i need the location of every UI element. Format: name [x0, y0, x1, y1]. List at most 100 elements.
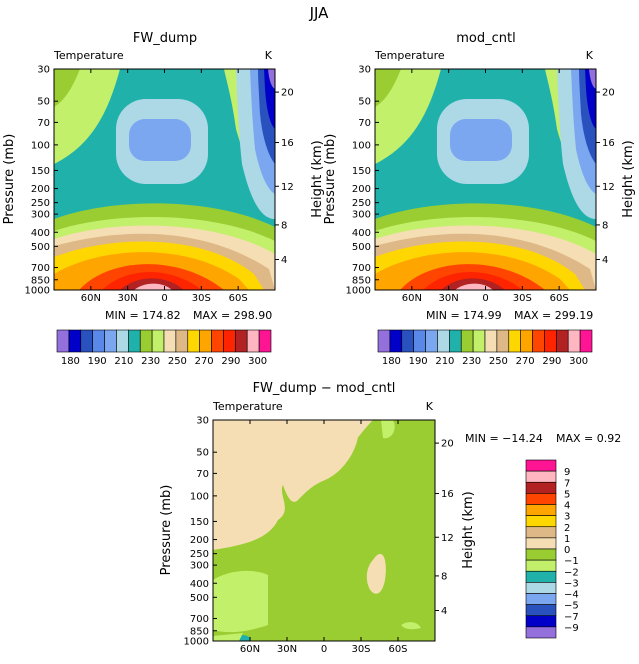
- colorbar-label: −3: [564, 578, 579, 589]
- colorbar-label: 290: [221, 356, 240, 367]
- y-tick-label: 70: [196, 469, 209, 480]
- colorbar-swatch: [525, 626, 557, 639]
- y-tick-label: 150: [190, 517, 209, 528]
- colorbar-swatch: [449, 329, 462, 353]
- colorbar-swatch: [544, 329, 557, 353]
- colorbar-swatch: [525, 570, 557, 583]
- colorbar-swatch: [525, 582, 557, 594]
- colorbar-swatch: [92, 329, 105, 353]
- y-tick-label: 200: [31, 184, 50, 195]
- colorbar-label: 230: [141, 356, 160, 367]
- colorbar-swatch: [496, 329, 510, 353]
- colorbar-swatch: [389, 329, 403, 353]
- y-tick-label: 100: [352, 140, 371, 151]
- y-tick-label: 150: [352, 166, 371, 177]
- x-tick-label: 60S: [229, 293, 248, 304]
- panel-mod-cntl: mod_cntl Temperature K 60N 30N 0 30S 60S 30 50…: [323, 31, 636, 367]
- height-tick-label: 16: [441, 489, 454, 500]
- y-tick-label: 70: [358, 118, 371, 129]
- colorbar-swatch: [56, 329, 70, 353]
- x-tick-label: 60N: [81, 293, 101, 304]
- colorbar-label: 4: [564, 501, 570, 512]
- colorbar-swatch: [525, 504, 557, 516]
- panel-difference: FW_dump − mod_cntl Temperature K 60N 30N 0…: [159, 381, 621, 655]
- colorbar-swatch: [68, 329, 82, 353]
- height-tick-label: 16: [281, 138, 294, 149]
- colorbar-label: −7: [564, 612, 579, 623]
- colorbar-swatch: [579, 329, 593, 353]
- y-tick-label: 250: [190, 549, 209, 560]
- y-tick-label: 50: [358, 97, 371, 108]
- colorbar-swatch: [525, 493, 557, 505]
- height-tick-label: 12: [281, 182, 294, 193]
- figure-title: JJA: [309, 4, 330, 22]
- y-tick-label: 500: [352, 242, 371, 253]
- y-tick-label: 850: [352, 275, 371, 286]
- colorbar-label: 3: [564, 512, 570, 523]
- y-tick-label: 300: [190, 561, 209, 572]
- colorbar-label: 250: [489, 356, 508, 367]
- colorbar-swatch: [525, 615, 557, 628]
- variable-label: Temperature: [374, 49, 445, 62]
- colorbar-swatch: [116, 329, 129, 353]
- y-tick-label: 500: [31, 242, 50, 253]
- height-tick-label: 12: [441, 533, 454, 544]
- y-tick-label: 1000: [25, 286, 50, 297]
- colorbar-swatch: [508, 329, 521, 353]
- colorbar-label: 210: [114, 356, 133, 367]
- colorbar-label: −2: [564, 567, 579, 578]
- colorbar-swatch: [377, 329, 391, 353]
- colorbar-swatch: [532, 329, 545, 353]
- colorbar-swatch: [525, 559, 557, 572]
- variable-label: Temperature: [53, 49, 124, 62]
- colorbar-swatch: [556, 329, 569, 353]
- x-tick-label: 30S: [351, 644, 370, 655]
- y-axis-label: Pressure (mb): [2, 134, 17, 225]
- colorbar-swatch: [425, 329, 438, 353]
- height-tick-label: 20: [281, 88, 294, 99]
- y-tick-label: 300: [31, 210, 50, 221]
- colorbar-label: 5: [564, 489, 570, 500]
- units-label: K: [265, 49, 273, 62]
- colorbar-swatch: [525, 548, 557, 561]
- colorbar-label: 190: [88, 356, 107, 367]
- colorbar-swatch: [525, 515, 557, 528]
- colorbar-swatch: [104, 329, 117, 353]
- colorbar-label: 210: [435, 356, 454, 367]
- y-tick-label: 100: [190, 491, 209, 502]
- variable-label: Temperature: [212, 400, 283, 413]
- max-label: MAX = 298.90: [193, 309, 272, 322]
- colorbar-swatch: [175, 329, 189, 353]
- colorbar-swatch: [401, 329, 414, 353]
- y-tick-label: 850: [190, 626, 209, 637]
- colorbar-label: −1: [564, 556, 579, 567]
- colorbar-swatch: [258, 329, 272, 353]
- colorbar-swatch: [460, 329, 474, 353]
- height-tick-label: 4: [441, 606, 447, 617]
- temperature-field: [375, 69, 596, 290]
- y-tick-label: 700: [352, 263, 371, 274]
- colorbar-swatch: [187, 329, 200, 353]
- units-label: K: [586, 49, 594, 62]
- y-tick-label: 1000: [346, 286, 371, 297]
- y-tick-label: 30: [196, 416, 209, 427]
- y-tick-label: 250: [31, 198, 50, 209]
- y-axis-label: Pressure (mb): [323, 134, 338, 225]
- colorbar-swatch: [235, 329, 248, 353]
- y-tick-label: 700: [190, 614, 209, 625]
- x-tick-label: 60N: [402, 293, 422, 304]
- max-label: MAX = 299.19: [514, 309, 593, 322]
- colorbar-swatch: [525, 481, 557, 494]
- colorbar-swatch: [520, 329, 533, 353]
- height-tick-label: 8: [281, 220, 287, 231]
- colorbar-swatch: [139, 329, 153, 353]
- y-tick-label: 200: [352, 184, 371, 195]
- y-tick-label: 1000: [184, 637, 209, 648]
- y-tick-label: 400: [352, 228, 371, 239]
- height-tick-label: 20: [602, 88, 615, 99]
- colorbar-label: −9: [564, 623, 579, 634]
- x-tick-label: 0: [321, 644, 327, 655]
- difference-field: [213, 420, 435, 641]
- colorbar-swatch: [525, 537, 557, 550]
- colorbar-swatch: [484, 329, 498, 353]
